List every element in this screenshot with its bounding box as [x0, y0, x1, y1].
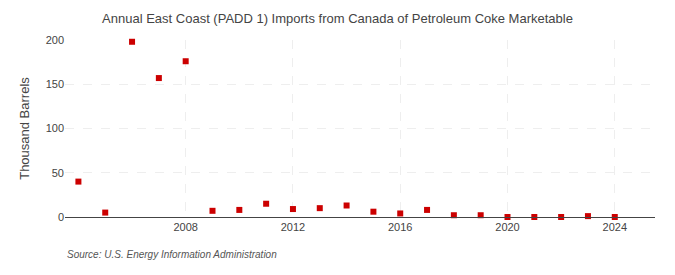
svg-text:2008: 2008	[173, 221, 197, 233]
svg-text:2020: 2020	[495, 221, 519, 233]
svg-text:Source: U.S. Energy Informatio: Source: U.S. Energy Information Administ…	[67, 249, 277, 260]
svg-text:Thousand Barrels: Thousand Barrels	[17, 77, 32, 180]
svg-text:2024: 2024	[603, 221, 627, 233]
svg-text:200: 200	[46, 34, 64, 46]
svg-text:100: 100	[46, 122, 64, 134]
svg-text:2012: 2012	[281, 221, 305, 233]
svg-text:Annual East Coast (PADD 1) Imp: Annual East Coast (PADD 1) Imports from …	[102, 11, 573, 26]
svg-text:2016: 2016	[388, 221, 412, 233]
svg-text:150: 150	[46, 78, 64, 90]
svg-text:50: 50	[52, 167, 64, 179]
svg-text:0: 0	[58, 211, 64, 223]
